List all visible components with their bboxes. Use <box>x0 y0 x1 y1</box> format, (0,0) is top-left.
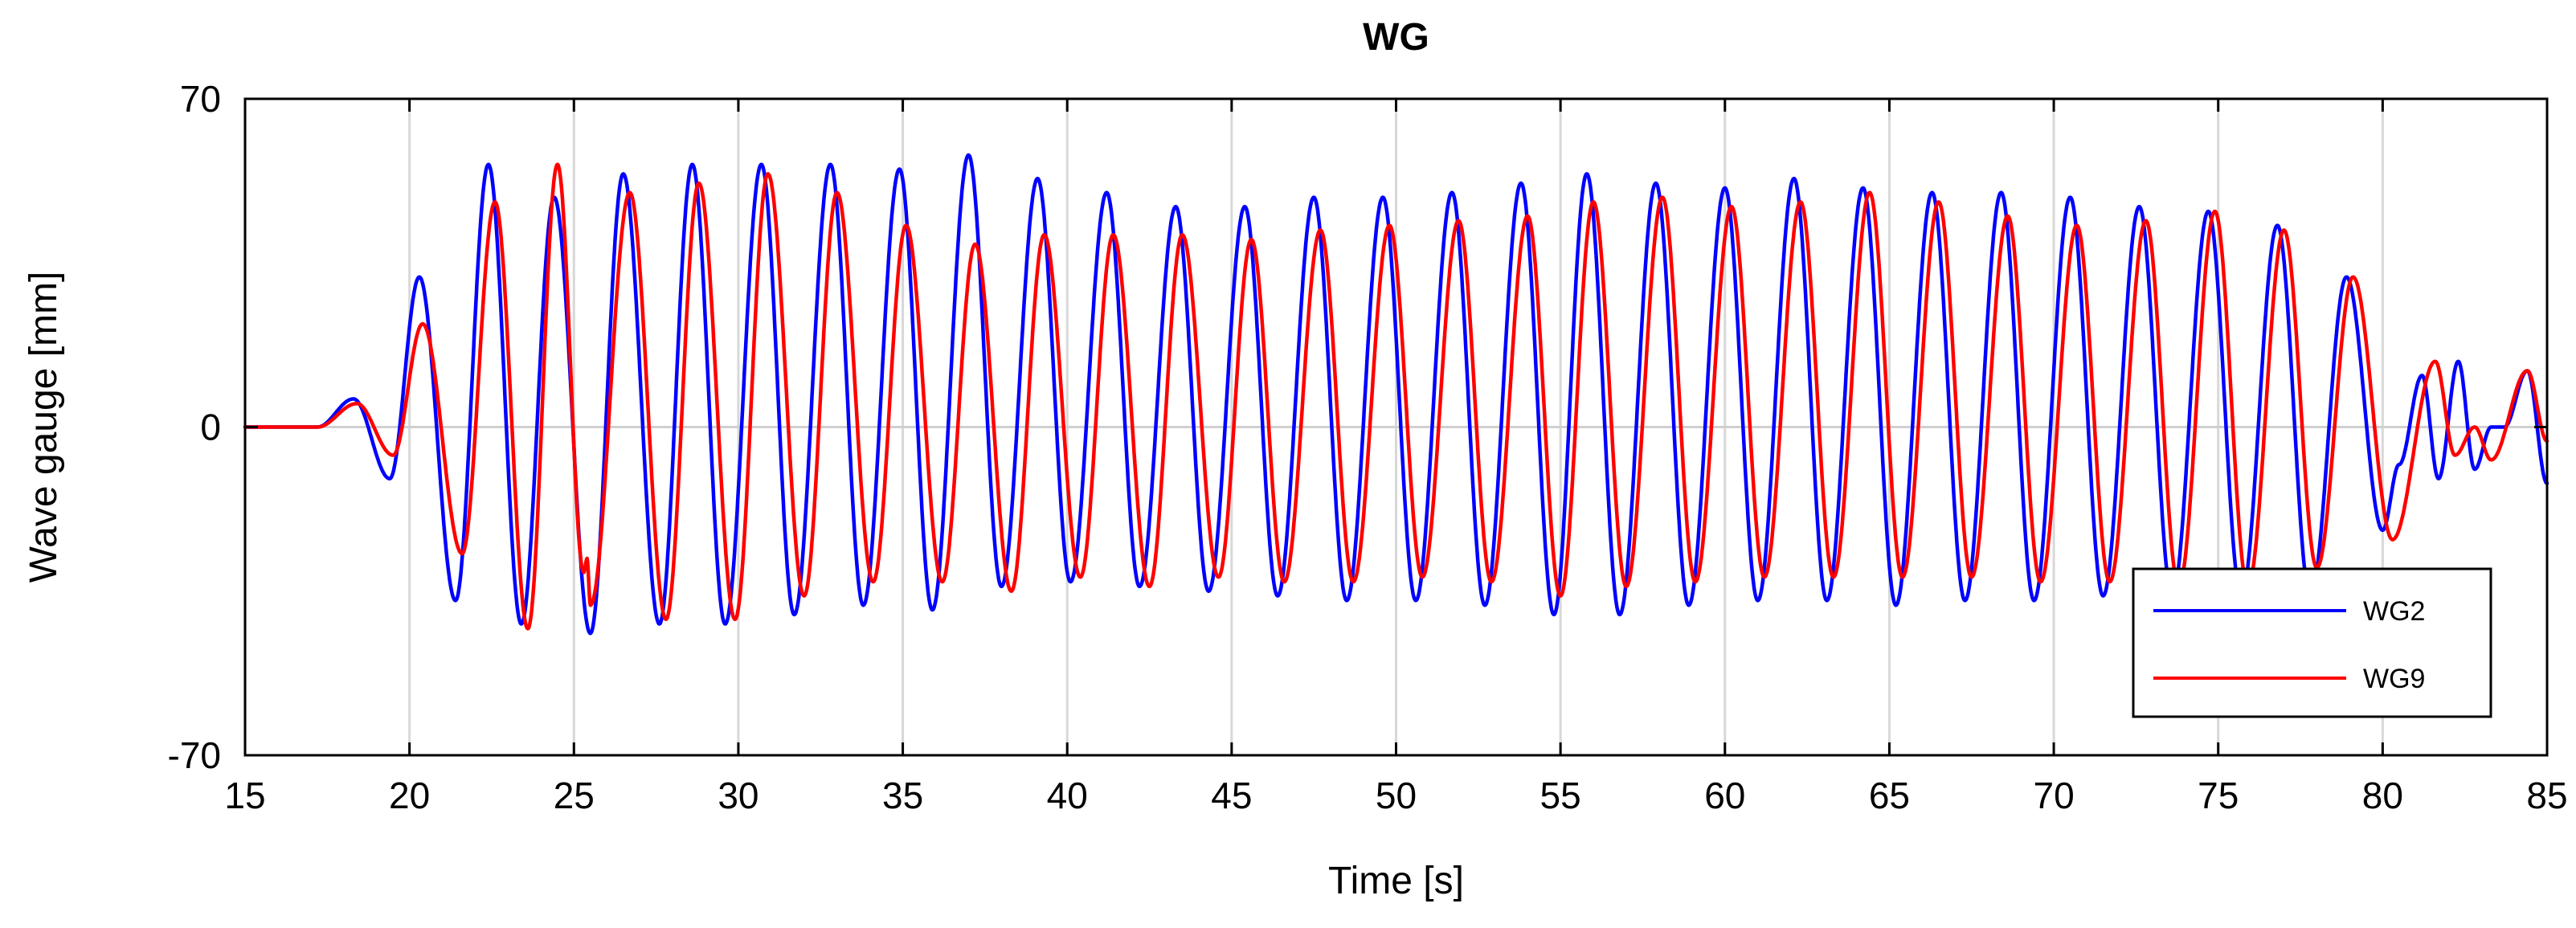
x-tick-label-25: 25 <box>554 775 595 816</box>
legend-label-wg9: WG9 <box>2363 664 2425 694</box>
x-tick-label-75: 75 <box>2198 775 2239 816</box>
x-tick-label-40: 40 <box>1047 775 1088 816</box>
x-tick-label-60: 60 <box>1704 775 1745 816</box>
x-axis-label: Time [s] <box>1328 860 1464 902</box>
x-tick-label-35: 35 <box>882 775 923 816</box>
x-tick-label-30: 30 <box>718 775 758 816</box>
x-tick-label-85: 85 <box>2526 775 2567 816</box>
chart-title: WG <box>1363 16 1429 59</box>
series-line-wg2 <box>243 153 2549 636</box>
x-tick-label-50: 50 <box>1376 775 1417 816</box>
x-tick-label-45: 45 <box>1211 775 1252 816</box>
legend-label-wg2: WG2 <box>2363 596 2425 627</box>
y-tick-label-70: 70 <box>180 78 221 120</box>
y-axis-label: Wave gauge [mm] <box>22 272 65 583</box>
x-tick-label-20: 20 <box>389 775 430 816</box>
y-tick-label-0: 0 <box>200 407 221 448</box>
axis-ticks: 15 20 25 30 35 40 45 50 55 60 65 70 75 80 85 -70 0 70 <box>168 78 2568 816</box>
legend: WG2 WG9 <box>2132 567 2492 718</box>
x-tick-label-15: 15 <box>224 775 265 816</box>
series-lines <box>243 153 2549 636</box>
x-tick-label-70: 70 <box>2033 775 2074 816</box>
series-line-wg9 <box>243 162 2549 631</box>
x-tick-label-55: 55 <box>1540 775 1581 816</box>
y-tick-label--70: -70 <box>168 734 221 776</box>
legend-box <box>2132 567 2492 718</box>
x-tick-label-65: 65 <box>1869 775 1910 816</box>
x-tick-label-80: 80 <box>2362 775 2403 816</box>
